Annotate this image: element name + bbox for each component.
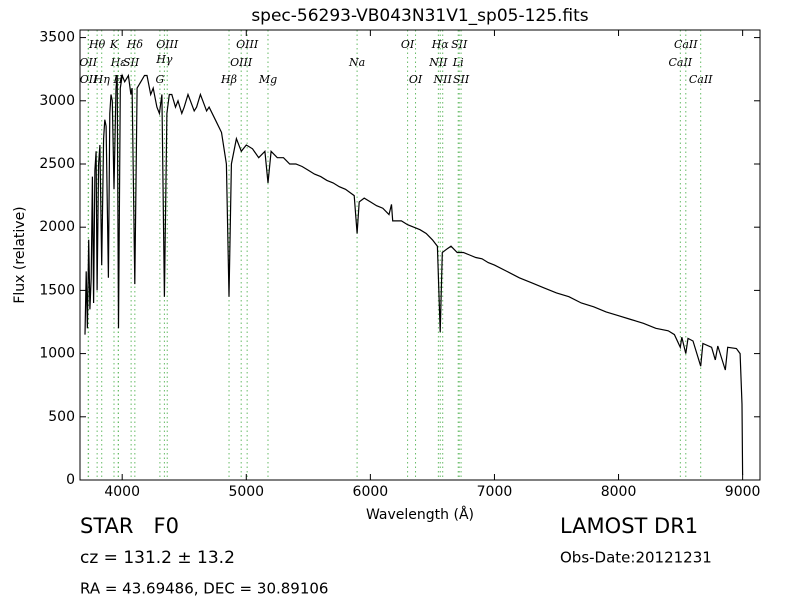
spectral-line-label: K — [109, 38, 119, 51]
spectrum-line — [84, 73, 744, 475]
spectral-line-label: CaII — [668, 56, 692, 69]
spectral-line-label: NII — [428, 56, 448, 69]
x-tick-label: 5000 — [228, 484, 264, 500]
survey: LAMOST DR1 — [560, 514, 698, 538]
y-tick-label: 1000 — [39, 346, 75, 362]
spectral-line-label: NII — [433, 73, 453, 86]
x-tick-label: 7000 — [477, 484, 513, 500]
spectral-line-label: SII — [123, 56, 140, 69]
plot-frame — [79, 29, 761, 481]
x-tick-label: 4000 — [104, 484, 140, 500]
x-tick-label: 8000 — [601, 484, 637, 500]
spectral-line-label: Mg — [258, 73, 277, 86]
spectral-line-label: SII — [451, 38, 468, 51]
spectral-line-label: Hβ — [220, 73, 237, 86]
spectral-line-label: OI — [401, 38, 415, 51]
spectral-line-label: Hδ — [126, 38, 144, 51]
redshift: cz = 131.2 ± 13.2 — [80, 548, 235, 568]
spectral-line-label: Na — [348, 56, 365, 69]
y-axis-label: Flux (relative) — [12, 206, 28, 303]
x-tick-label: 6000 — [353, 484, 389, 500]
spectral-line-label: Hγ — [155, 53, 173, 66]
y-tick-label: 500 — [48, 409, 75, 425]
spectral-line-label: OIII — [156, 38, 179, 51]
y-tick-label: 2000 — [39, 219, 75, 235]
spectral-line-label: H — [112, 73, 123, 86]
spectral-line-label: Li — [452, 56, 464, 69]
spectral-line-label: OI — [409, 73, 423, 86]
x-axis-label: Wavelength (Å) — [366, 506, 474, 523]
spectral-line-label: Hα — [431, 38, 450, 51]
y-tick-label: 3500 — [39, 30, 75, 46]
spectral-line-label: CaII — [689, 73, 713, 86]
y-tick-label: 0 — [66, 472, 75, 488]
spectral-line-label: G — [156, 73, 165, 86]
spectral-line-label: Hη — [93, 73, 111, 86]
spectral-line-label: OII — [80, 73, 98, 86]
spectral-line-label: OIII — [230, 56, 253, 69]
y-tick-label: 3000 — [39, 93, 75, 109]
spectral-line-label: Hθ — [88, 38, 106, 51]
obs-date: Obs-Date:20121231 — [560, 549, 712, 567]
y-tick-label: 1500 — [39, 282, 75, 298]
coordinates: RA = 43.69486, DEC = 30.89106 — [80, 580, 328, 598]
y-tick-label: 2500 — [39, 156, 75, 172]
spectral-line-label: CaII — [674, 38, 698, 51]
x-tick-label: 9000 — [725, 484, 761, 500]
chart-title: spec-56293-VB043N31V1_sp05-125.fits — [251, 6, 588, 26]
object-class: STAR F0 — [80, 514, 179, 538]
spectral-line-label: OIII — [236, 38, 259, 51]
spectral-line-label: SII — [453, 73, 470, 86]
